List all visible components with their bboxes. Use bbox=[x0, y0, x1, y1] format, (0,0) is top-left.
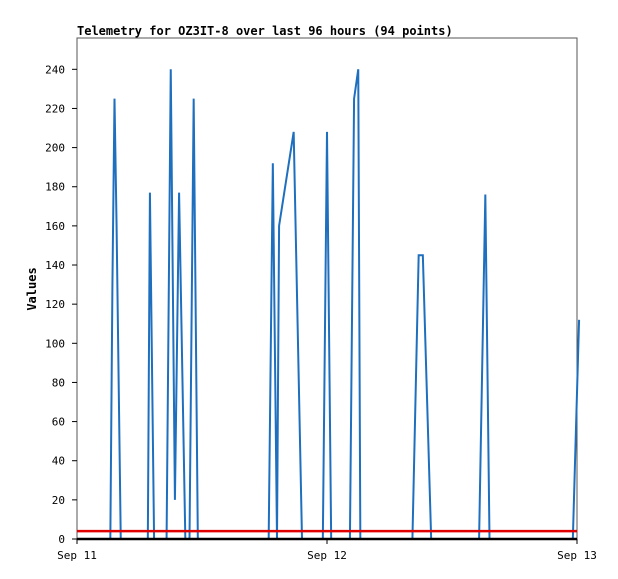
y-tick-label: 200 bbox=[45, 142, 65, 155]
series-layer bbox=[77, 69, 581, 541]
y-axis: 0 20 40 60 80 100 120 140 160 180 200 220 240 bbox=[45, 63, 77, 546]
y-tick-label: 20 bbox=[52, 494, 65, 507]
series-line-1 bbox=[77, 69, 581, 540]
y-tick-label: 60 bbox=[52, 416, 65, 429]
y-tick-label: 240 bbox=[45, 63, 65, 76]
x-axis: Sep 11 Sep 12 Sep 13 bbox=[57, 539, 597, 562]
y-tick-label: 220 bbox=[45, 102, 65, 115]
y-tick-label: 140 bbox=[45, 259, 65, 272]
y-tick-label: 100 bbox=[45, 337, 65, 350]
y-axis-label: Values bbox=[25, 267, 39, 310]
x-tick-label: Sep 12 bbox=[307, 549, 347, 562]
y-tick-label: 80 bbox=[52, 376, 65, 389]
y-tick-label: 40 bbox=[52, 455, 65, 468]
x-tick-label: Sep 11 bbox=[57, 549, 97, 562]
y-tick-label: 0 bbox=[58, 533, 65, 546]
chart-title: Telemetry for OZ3IT-8 over last 96 hours… bbox=[77, 24, 453, 38]
y-tick-label: 120 bbox=[45, 298, 65, 311]
y-tick-label: 160 bbox=[45, 220, 65, 233]
x-tick-label: Sep 13 bbox=[557, 549, 597, 562]
y-tick-label: 180 bbox=[45, 181, 65, 194]
